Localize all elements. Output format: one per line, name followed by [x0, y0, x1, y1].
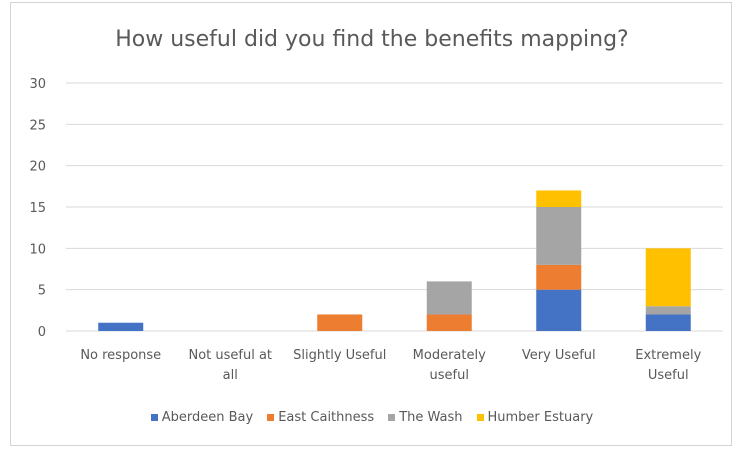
legend-label: The Wash: [399, 410, 463, 425]
x-tick-label: No response: [80, 348, 161, 363]
x-tick-label-line: Slightly Useful: [293, 348, 386, 363]
chart-plot: 0 5 10 15 20 25 30 No response Not useful at all S…: [29, 77, 723, 383]
y-tick-label: 25: [29, 118, 46, 133]
x-tick-label-line: all: [223, 368, 238, 383]
legend-item: Humber Estuary: [476, 410, 594, 425]
x-tick-label-line: Extremely: [635, 348, 701, 363]
y-tick-label: 0: [38, 325, 46, 340]
legend-item: East Caithness: [267, 410, 374, 425]
bar-segment: [536, 289, 582, 331]
legend-label: Humber Estuary: [487, 410, 594, 425]
legend-swatch: [388, 414, 396, 421]
x-tick-label-line: Useful: [648, 368, 689, 383]
y-tick-label: 10: [29, 242, 46, 257]
bar-segment: [426, 281, 472, 315]
y-tick-label: 15: [29, 201, 46, 216]
bar-segment: [645, 248, 691, 307]
bar-segment: [426, 314, 472, 331]
chart-frame: How useful did you find the benefits map…: [10, 2, 732, 446]
bar-segment: [645, 314, 691, 331]
bar-segment: [536, 207, 582, 265]
legend-swatch: [267, 414, 275, 421]
bar-segment: [98, 322, 144, 331]
legend-item: Aberdeen Bay: [150, 410, 254, 425]
legend-label: East Caithness: [278, 410, 375, 425]
legend-swatch: [476, 414, 484, 421]
bar-segment: [317, 314, 363, 331]
chart-title: How useful did you find the benefits map…: [115, 27, 629, 52]
bar-segment: [536, 190, 582, 207]
legend-item: The Wash: [388, 410, 463, 425]
y-tick-label: 5: [38, 284, 46, 299]
bar-segment: [645, 306, 691, 315]
x-tick-label: Very Useful: [522, 348, 596, 363]
x-tick-label-line: Very Useful: [522, 348, 596, 363]
x-tick-label: Slightly Useful: [293, 348, 386, 363]
x-tick-label: Extremely Useful: [635, 348, 701, 383]
x-tick-label-line: Moderately: [413, 348, 486, 363]
x-tick-label-line: No response: [80, 348, 161, 363]
legend-label: Aberdeen Bay: [161, 410, 254, 425]
x-tick-label-line: useful: [430, 368, 469, 383]
y-tick-label: 20: [29, 160, 46, 175]
x-tick-label: Not useful at all: [188, 348, 272, 383]
x-tick-label: Moderately useful: [413, 348, 486, 383]
x-tick-label-line: Not useful at: [188, 348, 272, 363]
bar-segment: [536, 264, 582, 290]
chart-legend: Aberdeen Bay East Caithness The Wash Humber…: [11, 410, 733, 425]
legend-swatch: [150, 414, 158, 421]
y-tick-label: 30: [29, 77, 46, 92]
